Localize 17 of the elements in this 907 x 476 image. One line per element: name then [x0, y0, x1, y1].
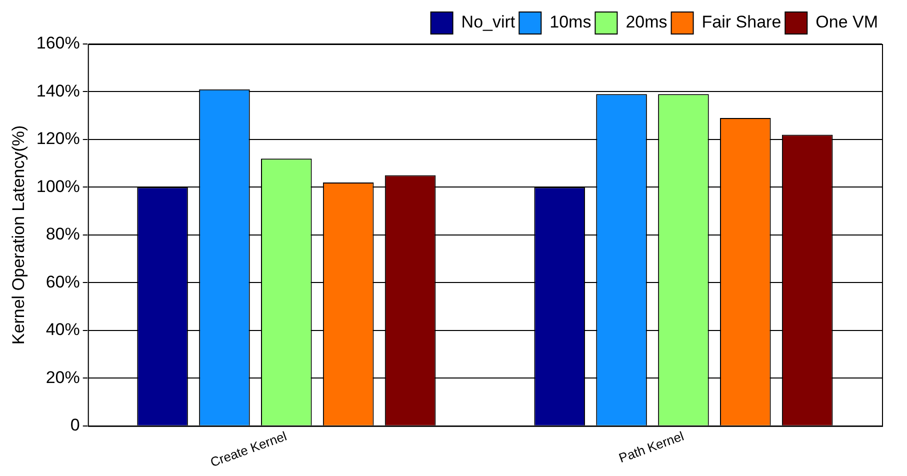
legend-label: No_virt	[461, 12, 516, 32]
y-tick-label: 100%	[36, 176, 80, 196]
legend-label: One VM	[816, 12, 878, 32]
y-tick-label: 40%	[46, 320, 80, 340]
legend-label: Fair Share	[702, 12, 782, 32]
legend-label: 20ms	[626, 12, 668, 32]
legend-label: 10ms	[550, 12, 592, 32]
y-tick-label: 80%	[46, 224, 80, 244]
x-tick-label: Create Kernel	[208, 428, 289, 470]
y-tick-label: 160%	[36, 34, 80, 53]
y-axis-title: Kernel Operation Latency(%)	[8, 125, 28, 345]
y-tick-label: 120%	[36, 129, 80, 148]
y-tick-label: 0	[70, 416, 80, 435]
y-tick-label: 60%	[46, 272, 80, 292]
x-tick-label: Path Kernel	[616, 428, 686, 466]
y-tick-label: 140%	[36, 81, 80, 100]
y-tick-label: 20%	[46, 368, 80, 387]
